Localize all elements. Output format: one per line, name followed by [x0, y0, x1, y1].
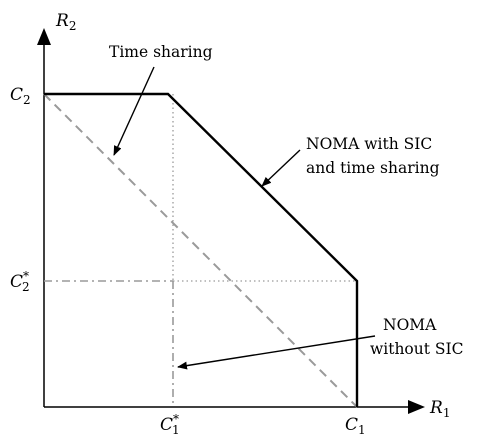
- tick-c1-star: C* 1: [160, 412, 180, 437]
- annotation-time-sharing: Time sharing: [109, 43, 213, 61]
- y-axis-arrowhead: [37, 28, 51, 45]
- arrow-time-sharing: [113, 66, 155, 156]
- noma-sic-boundary: [44, 92, 359, 407]
- annotation-noma-sic-line2: and time sharing: [306, 159, 440, 177]
- annotation-noma-no-sic-line2: without SIC: [370, 340, 464, 358]
- x-axis-arrowhead: [408, 400, 425, 414]
- time-sharing-line: [43, 93, 358, 408]
- y-axis-label: R2: [55, 11, 76, 33]
- arrow-noma-sic: [261, 149, 301, 187]
- tick-c2: C2: [10, 85, 31, 107]
- arrow-noma-no-sic: [177, 335, 376, 370]
- annotation-noma-no-sic-line1: NOMA: [383, 316, 437, 334]
- x-axis-label: R1: [429, 398, 450, 420]
- tick-c1: C1: [345, 415, 366, 437]
- annotation-noma-sic-line1: NOMA with SIC: [306, 135, 432, 153]
- tick-c2-star: C* 2: [10, 269, 30, 294]
